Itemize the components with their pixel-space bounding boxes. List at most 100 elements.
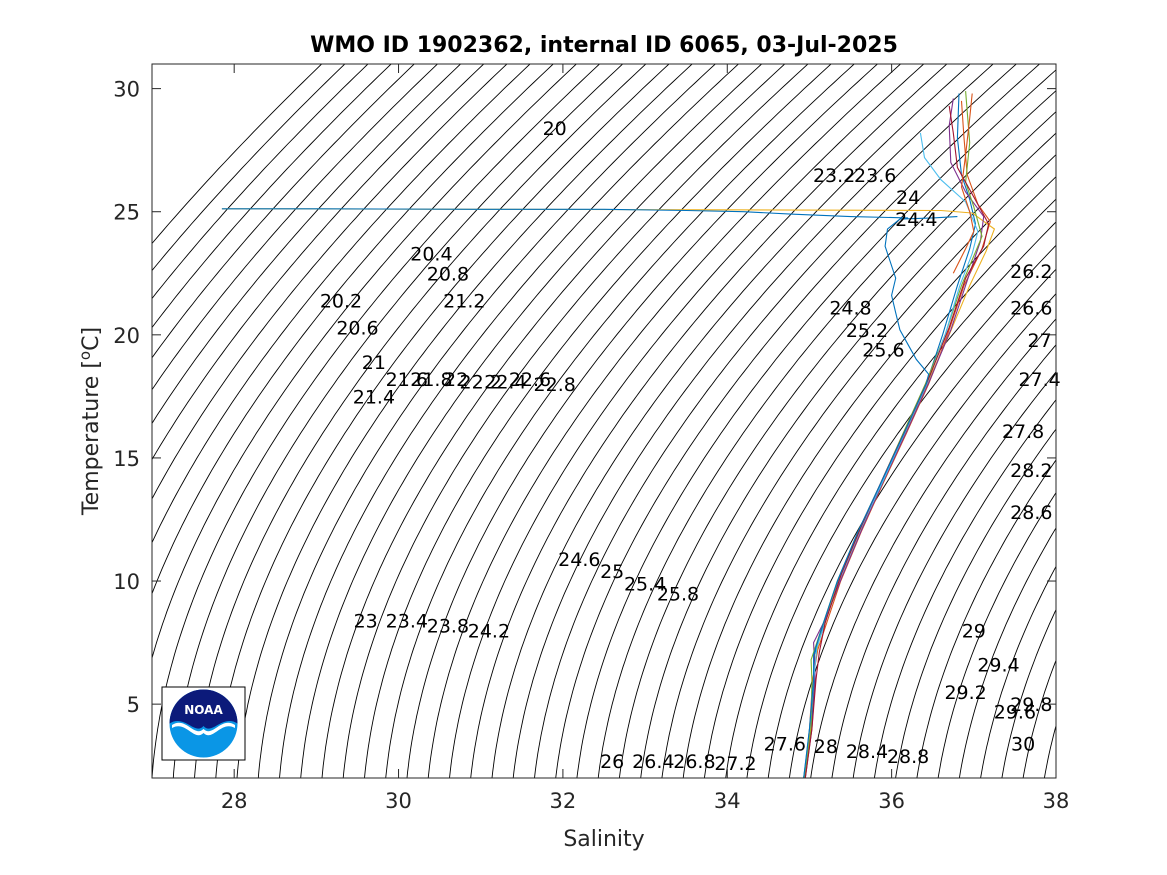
density-contour — [152, 64, 392, 329]
contour-label: 27.2 — [714, 753, 756, 775]
density-contour — [152, 64, 439, 391]
density-contour — [385, 64, 855, 778]
contour-label: 23.8 — [427, 615, 469, 637]
density-contour — [640, 132, 1056, 778]
contour-label: 27.4 — [1018, 369, 1060, 391]
contour-label: 24.4 — [895, 209, 937, 231]
contour-label: 29.4 — [977, 655, 1019, 677]
contour-label: 22.4 — [484, 372, 526, 394]
y-axis-label-unit: C] — [79, 327, 104, 351]
density-contour — [661, 154, 1056, 778]
x-tick-label: 30 — [385, 789, 412, 813]
density-contour — [767, 268, 1056, 778]
contour-label: 20.4 — [410, 244, 452, 266]
x-tick-label: 28 — [221, 789, 248, 813]
density-contour — [236, 64, 693, 778]
density-contour — [152, 64, 346, 272]
contour-label: 21.4 — [353, 386, 395, 408]
x-tick-label: 38 — [1043, 789, 1070, 813]
x-tick-label: 32 — [550, 789, 577, 813]
contour-label: 25.8 — [657, 583, 699, 605]
density-contour — [172, 64, 624, 778]
x-axis: 28 30 32 34 36 38 — [221, 64, 1070, 813]
y-tick-label: 20 — [113, 324, 140, 348]
y-tick-label: 30 — [113, 78, 140, 102]
density-contour — [788, 293, 1056, 778]
contour-label: 27 — [1028, 330, 1052, 352]
density-contour — [703, 198, 1056, 778]
density-contour — [937, 491, 1056, 778]
density-contour — [152, 64, 554, 595]
contour-label: 29 — [962, 620, 986, 642]
noaa-logo: NOAA — [161, 686, 246, 761]
y-axis-label-sup: o — [76, 351, 94, 360]
density-contour — [852, 371, 1056, 778]
contour-label: 20 — [543, 118, 567, 140]
profile-line — [803, 216, 958, 778]
density-contour — [1022, 659, 1056, 778]
density-contour — [491, 64, 971, 778]
density-contour — [512, 64, 994, 778]
contour-label: 23.6 — [854, 165, 896, 187]
density-contour — [215, 64, 670, 778]
contour-label: 26.8 — [673, 751, 715, 773]
density-contours — [152, 64, 1056, 778]
plot-background — [152, 64, 1056, 778]
density-contour — [725, 221, 1056, 778]
y-axis: 5 10 15 20 25 30 — [113, 78, 1056, 717]
density-contour — [364, 64, 832, 778]
density-contour — [152, 64, 601, 778]
density-contour — [279, 64, 740, 778]
logo-text: NOAA — [184, 703, 223, 717]
profile-line — [803, 91, 983, 778]
contour-label: 23 — [354, 610, 378, 632]
density-contour — [427, 64, 902, 778]
profile-line — [221, 208, 909, 219]
x-tick-label: 34 — [714, 789, 741, 813]
y-axis-label-text: Temperature [ — [79, 360, 104, 516]
contour-label: 25.4 — [624, 574, 666, 596]
contour-label: 29.6 — [994, 702, 1036, 724]
density-contour — [470, 64, 948, 778]
contour-label: 23.4 — [386, 610, 428, 632]
contour-label: 22.6 — [509, 369, 551, 391]
density-contour — [555, 64, 1041, 778]
logo-gull — [172, 722, 235, 736]
density-contour — [534, 64, 1017, 778]
density-contour — [152, 64, 415, 359]
contour-label: 28.6 — [1010, 502, 1052, 524]
contour-label: 21.6 — [386, 369, 428, 391]
density-contour — [1001, 608, 1056, 778]
contour-label: 30 — [1011, 734, 1035, 756]
density-contour — [916, 459, 1056, 778]
contour-label: 28.4 — [846, 741, 888, 763]
density-contour — [449, 64, 925, 778]
contour-label: 20.6 — [336, 317, 378, 339]
contour-labels: 2020.420.821.220.220.62121.421.621.82222… — [320, 118, 1061, 775]
contour-label: 28.2 — [1010, 460, 1052, 482]
density-contour — [895, 428, 1056, 778]
density-contour — [746, 244, 1056, 778]
contour-label: 21 — [362, 352, 386, 374]
y-tick-label: 15 — [113, 447, 140, 471]
contour-label: 26.4 — [632, 751, 674, 773]
density-contour — [152, 64, 323, 245]
contour-label: 20.8 — [427, 263, 469, 285]
x-tick-label: 36 — [878, 789, 905, 813]
contour-label: 22 — [444, 369, 468, 391]
density-contour — [618, 111, 1056, 778]
density-contour — [152, 64, 369, 300]
chart-title: WMO ID 1902362, internal ID 6065, 03-Jul… — [310, 33, 898, 58]
contour-label: 21.8 — [410, 369, 452, 391]
density-contour — [300, 64, 763, 778]
profile-lines — [221, 91, 996, 778]
density-contour — [682, 176, 1056, 778]
profile-line — [804, 98, 985, 778]
contour-label: 27.8 — [1002, 421, 1044, 443]
contour-label: 26 — [600, 751, 624, 773]
density-contour — [152, 64, 531, 544]
density-contour — [406, 64, 879, 778]
contour-label: 23.2 — [813, 165, 855, 187]
contour-label: 29.2 — [944, 682, 986, 704]
contour-label: 26.2 — [1010, 261, 1052, 283]
